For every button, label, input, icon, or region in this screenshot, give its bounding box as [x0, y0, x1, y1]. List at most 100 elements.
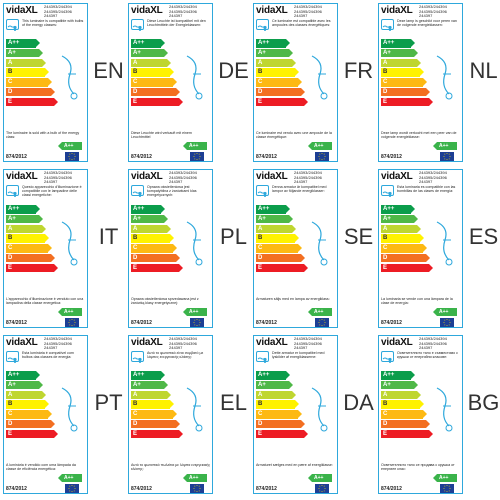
- regulation-number: 874/2012: [381, 154, 402, 160]
- energy-class-bar: E: [256, 429, 309, 439]
- energy-class-bar: A+: [131, 48, 169, 58]
- energy-label-bg: vidaXL 244393/244394 244395/244396 24439…: [375, 332, 500, 498]
- included-bulb-class: A++: [58, 474, 82, 482]
- energy-class-scale: A++ A+ A B C D E: [6, 371, 59, 440]
- energy-class-bar: D: [131, 253, 181, 263]
- included-bulb-class: A++: [308, 142, 332, 150]
- energy-class-bar: A++: [381, 39, 416, 48]
- product-codes: 244393/244394 244395/244396 244397: [169, 170, 197, 185]
- energy-class-scale: A++ A+ A B C D E: [131, 371, 184, 440]
- bulb-icon: [131, 351, 144, 363]
- bulb-included-text: Armaturen säljs med en lampa av energikl…: [256, 297, 330, 301]
- luminaire-icon: [61, 387, 78, 432]
- bulb-included-text: Diese Leuchte wird verkauft mit einem Le…: [131, 131, 192, 140]
- energy-class-bar: D: [6, 87, 56, 97]
- bulb-icon: [256, 351, 269, 363]
- luminaire-icon: [311, 221, 328, 266]
- energy-class-bar: B: [256, 234, 300, 243]
- energy-class-bar: A+: [381, 48, 419, 58]
- bulb-included-text: Deze lamp wordt verkocht met een peer va…: [381, 131, 457, 140]
- energy-class-bar: B: [131, 68, 175, 77]
- energy-class-bar: A: [6, 224, 47, 234]
- energy-class-bar: E: [131, 263, 184, 273]
- included-bulb-class: A++: [183, 142, 207, 150]
- energy-label-card: vidaXL 244393/244394 244395/244396 24439…: [253, 335, 338, 494]
- energy-class-bar: A: [256, 390, 297, 400]
- eu-flag-icon: [315, 152, 329, 161]
- product-codes: 244393/244394 244395/244396 244397: [294, 170, 322, 185]
- brand-name: vidaXL: [256, 337, 288, 348]
- product-codes: 244393/244394 244395/244396 244397: [294, 336, 322, 351]
- energy-label-el: vidaXL 244393/244394 244395/244396 24439…: [125, 332, 250, 498]
- bulb-icon: [131, 19, 144, 31]
- energy-class-bar: C: [381, 410, 428, 419]
- energy-class-scale: A++ A+ A B C D E: [256, 205, 309, 274]
- bulb-included-text: Oprawa oświetleniowa sprzedawana jest z …: [131, 297, 199, 306]
- energy-class-scale: A++ A+ A B C D E: [256, 371, 309, 440]
- product-codes: 244393/244394 244395/244396 244397: [419, 170, 447, 185]
- energy-class-bar: D: [131, 419, 181, 429]
- regulation-number: 874/2012: [6, 320, 27, 326]
- regulation-number: 874/2012: [381, 486, 402, 492]
- brand-name: vidaXL: [6, 5, 38, 16]
- energy-label-it: vidaXL 244393/244394 244395/244396 24439…: [0, 166, 125, 332]
- eu-flag-icon: [190, 484, 204, 493]
- energy-class-bar: E: [381, 429, 434, 439]
- energy-class-bar: A: [381, 58, 422, 68]
- energy-class-scale: A++ A+ A B C D E: [6, 205, 59, 274]
- energy-class-bar: B: [6, 68, 50, 77]
- included-bulb-class: A++: [433, 308, 457, 316]
- energy-label-nl: vidaXL 244393/244394 244395/244396 24439…: [375, 0, 500, 166]
- energy-label-card: vidaXL 244393/244394 244395/244396 24439…: [128, 169, 213, 328]
- energy-class-bar: D: [256, 253, 306, 263]
- energy-class-bar: A: [256, 58, 297, 68]
- included-bulb-class: A++: [183, 474, 207, 482]
- energy-class-bar: E: [381, 97, 434, 107]
- compatibility-text: Dette armatur er kompatibel med lyskilde…: [272, 351, 325, 360]
- luminaire-icon: [436, 387, 453, 432]
- energy-class-bar: A+: [381, 380, 419, 390]
- energy-class-bar: D: [256, 419, 306, 429]
- energy-label-card: vidaXL 244393/244394 244395/244396 24439…: [378, 169, 463, 328]
- included-bulb-class: A++: [58, 308, 82, 316]
- energy-class-bar: B: [381, 400, 425, 409]
- bulb-included-text: Ce luminaire est vendu avec une ampoule …: [256, 131, 332, 140]
- brand-name: vidaXL: [381, 337, 413, 348]
- energy-class-bar: B: [381, 68, 425, 77]
- bulb-icon: [6, 351, 19, 363]
- language-code: DE: [218, 58, 249, 83]
- energy-label-fr: vidaXL 244393/244394 244395/244396 24439…: [250, 0, 375, 166]
- energy-class-bar: E: [131, 429, 184, 439]
- energy-label-card: vidaXL 244393/244394 244395/244396 24439…: [3, 335, 88, 494]
- luminaire-icon: [436, 221, 453, 266]
- energy-class-bar: C: [6, 78, 53, 87]
- energy-class-bar: C: [131, 78, 178, 87]
- compatibility-text: Deze lamp is geschikt voor peren van de …: [397, 19, 457, 28]
- energy-class-bar: E: [256, 97, 309, 107]
- energy-label-da: vidaXL 244393/244394 244395/244396 24439…: [250, 332, 375, 498]
- product-codes: 244393/244394 244395/244396 244397: [44, 336, 72, 351]
- language-code: EL: [220, 390, 247, 415]
- bulb-icon: [256, 19, 269, 31]
- energy-class-bar: A+: [256, 48, 294, 58]
- included-bulb-class: A++: [58, 142, 82, 150]
- eu-flag-icon: [65, 484, 79, 493]
- energy-class-bar: E: [6, 429, 59, 439]
- bulb-icon: [6, 185, 19, 197]
- energy-label-card: vidaXL 244393/244394 244395/244396 24439…: [253, 169, 338, 328]
- included-bulb-class: A++: [308, 474, 332, 482]
- energy-class-bar: C: [131, 244, 178, 253]
- energy-class-bar: A++: [381, 371, 416, 380]
- energy-label-pl: vidaXL 244393/244394 244395/244396 24439…: [125, 166, 250, 332]
- eu-flag-icon: [440, 318, 454, 327]
- energy-class-bar: B: [131, 400, 175, 409]
- product-codes: 244393/244394 244395/244396 244397: [44, 4, 72, 19]
- energy-class-bar: A: [131, 390, 172, 400]
- energy-label-es: vidaXL 244393/244394 244395/244396 24439…: [375, 166, 500, 332]
- energy-class-bar: A++: [6, 205, 41, 214]
- bulb-included-text: Осветителното тяло се продава с крушка о…: [381, 463, 455, 472]
- energy-class-bar: B: [256, 68, 300, 77]
- bulb-icon: [6, 19, 19, 31]
- energy-class-bar: C: [131, 410, 178, 419]
- energy-class-bar: A: [131, 224, 172, 234]
